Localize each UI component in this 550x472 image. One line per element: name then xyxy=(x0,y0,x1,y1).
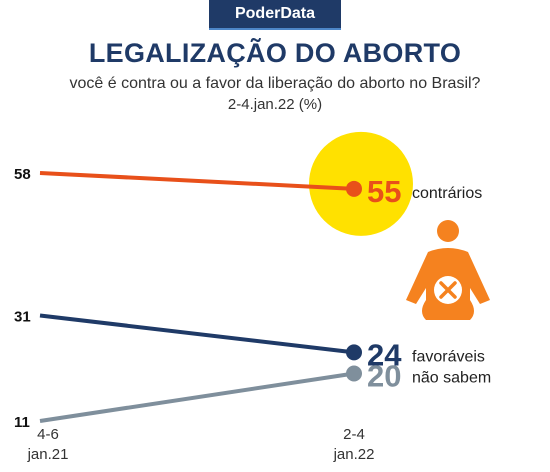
series-name-label: não sabem xyxy=(412,370,491,387)
chart-subtitle: você é contra ou a favor da liberação do… xyxy=(69,75,481,92)
series-name-label: contrários xyxy=(412,185,482,202)
data-point xyxy=(346,180,362,197)
x-tick-label: 4-6 jan.21 xyxy=(27,426,69,463)
start-value-label: 31 xyxy=(14,308,31,325)
data-point xyxy=(346,365,362,382)
series-line xyxy=(39,171,355,191)
series-name-label: favoráveis xyxy=(412,348,485,365)
data-point xyxy=(346,344,362,361)
brand-badge: PoderData xyxy=(209,0,341,30)
chart-title: LEGALIZAÇÃO DO ABORTO xyxy=(88,38,462,68)
end-value-label: 24 xyxy=(367,337,402,372)
start-value-label: 11 xyxy=(14,414,30,431)
end-value-label: 20 xyxy=(367,359,401,394)
end-value-label: 55 xyxy=(367,174,401,209)
start-value-label: 58 xyxy=(14,166,31,183)
pregnant-woman-crossed-icon xyxy=(406,220,490,320)
chart-period: 2-4.jan.22 (%) xyxy=(227,96,323,113)
highlight-circle xyxy=(309,131,413,236)
series-line xyxy=(39,371,355,423)
series-line xyxy=(39,313,355,355)
x-tick-label: 2-4 jan.22 xyxy=(333,426,375,463)
